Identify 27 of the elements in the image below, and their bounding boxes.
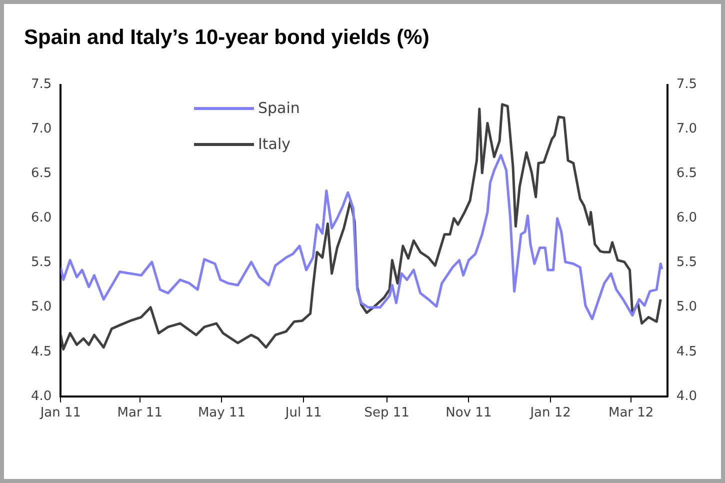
y2-tick-label: 4.0 xyxy=(676,388,698,404)
x-tick-label: Jan 11 xyxy=(39,406,82,421)
y2-tick-label: 6.5 xyxy=(676,166,698,182)
y-tick-label: 5.0 xyxy=(30,300,52,315)
x-tick-label: Sep 11 xyxy=(364,406,410,421)
x-tick-label: Nov 11 xyxy=(446,406,492,421)
y-tick-label: 6.5 xyxy=(30,166,52,182)
legend-label: Italy xyxy=(258,135,291,153)
y2-tick-label: 7.5 xyxy=(676,77,698,92)
y2-tick-label: 4.5 xyxy=(676,344,698,360)
x-tick-label: May 11 xyxy=(198,406,246,421)
x-tick-label: Mar 12 xyxy=(608,406,654,421)
chart-title: Spain and Italy’s 10-year bond yields (%) xyxy=(24,26,430,50)
x-tick-label: Jan 12 xyxy=(529,406,571,421)
y2-tick-label: 7.0 xyxy=(676,122,698,137)
y2-tick-label: 5.5 xyxy=(676,255,698,270)
y-tick-label: 4.5 xyxy=(30,344,52,360)
legend-label: Spain xyxy=(258,99,300,117)
x-tick-label: Mar 11 xyxy=(117,406,162,421)
y-tick-label: 6.0 xyxy=(30,210,52,226)
y-tick-label: 7.5 xyxy=(30,77,52,92)
y-tick-label: 5.5 xyxy=(30,255,52,270)
x-tick-label: Jul 11 xyxy=(284,406,322,421)
y-tick-label: 4.0 xyxy=(30,388,52,404)
y-tick-label: 7.0 xyxy=(30,122,52,137)
y2-tick-label: 6.0 xyxy=(676,210,698,226)
y2-tick-label: 5.0 xyxy=(676,300,698,315)
